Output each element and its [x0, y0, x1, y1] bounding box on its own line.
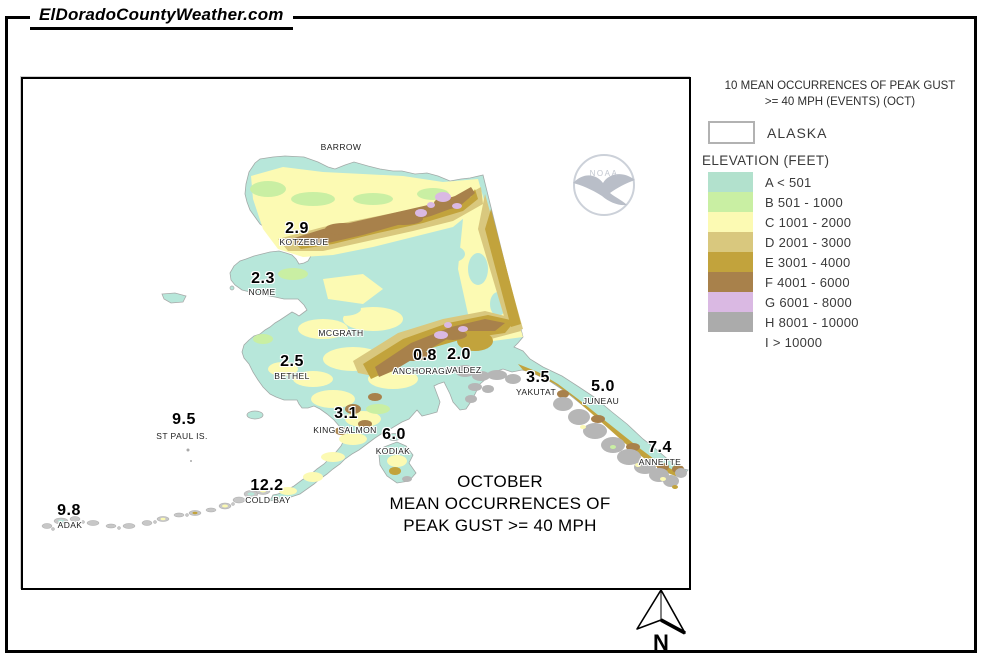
elevation-swatch [708, 332, 753, 352]
legend-row: D 2001 - 3000 [708, 232, 978, 252]
legend-row: F 4001 - 6000 [708, 272, 978, 292]
elevation-h-glaciers [455, 365, 687, 487]
legend-row: H 8001 - 10000 [708, 312, 978, 332]
map-frame: NOAA OCTOBER MEAN OCCURRENCES OF PEAK GU… [21, 77, 691, 590]
north-label: N [653, 630, 669, 655]
map-title-line2: MEAN OCCURRENCES OF [389, 494, 611, 513]
legend-alaska-row: ALASKA [708, 121, 978, 144]
legend-row: E 3001 - 4000 [708, 252, 978, 272]
map-title: OCTOBER MEAN OCCURRENCES OF PEAK GUST >=… [360, 471, 640, 537]
elevation-label: B 501 - 1000 [765, 194, 844, 210]
legend-title: 10 MEAN OCCURRENCES OF PEAK GUST >= 40 M… [702, 78, 978, 110]
site-title: ElDoradoCountyWeather.com [30, 5, 293, 30]
north-arrow: N [636, 589, 686, 655]
elevation-label: E 3001 - 4000 [765, 254, 851, 270]
elevation-swatch [708, 172, 753, 192]
legend-row: B 501 - 1000 [708, 192, 978, 212]
map-title-line3: PEAK GUST >= 40 MPH [403, 516, 597, 535]
alaska-terrain-svg: NOAA [41, 154, 689, 531]
kodiak-island [378, 433, 417, 484]
bering-islands [161, 285, 264, 462]
elevation-swatch [708, 212, 753, 232]
page-border [5, 16, 977, 653]
noaa-logo-text: NOAA [590, 169, 619, 178]
noaa-logo: NOAA [573, 154, 635, 216]
noaa-bird-icon [573, 174, 635, 206]
elevation-label: A < 501 [765, 174, 812, 190]
elevation-swatch [708, 192, 753, 212]
archipelago-specks [580, 425, 678, 489]
elevation-legend-title: ELEVATION (FEET) [702, 153, 830, 168]
aleutian-specks [58, 489, 266, 523]
aleutian-islands [41, 487, 271, 531]
elevation-swatch [708, 252, 753, 272]
elevation-label: C 1001 - 2000 [765, 214, 852, 230]
elevation-swatch [708, 312, 753, 332]
legend-row: C 1001 - 2000 [708, 212, 978, 232]
elevation-swatch [708, 232, 753, 252]
lowland-river-valleys [325, 246, 506, 316]
alaska-label: ALASKA [767, 124, 828, 141]
elevation-legend-rows: A < 501 B 501 - 1000 C 1001 - 2000 D 2001 -… [702, 172, 978, 352]
elevation-label: D 2001 - 3000 [765, 234, 852, 250]
elevation-g-peaks [415, 192, 468, 339]
elevation-swatch [708, 292, 753, 312]
elevation-label: I > 10000 [765, 334, 823, 350]
legend-title-line1: 10 MEAN OCCURRENCES OF PEAK GUST [724, 80, 956, 92]
elevation-label: H 8001 - 10000 [765, 314, 859, 330]
legend-row: A < 501 [708, 172, 978, 192]
map-title-line1: OCTOBER [457, 472, 543, 491]
elevation-label: F 4001 - 6000 [765, 274, 850, 290]
legend-row: I > 10000 [708, 332, 978, 352]
legend-row: G 6001 - 8000 [708, 292, 978, 312]
elevation-label: G 6001 - 8000 [765, 294, 853, 310]
alaska-extent-swatch [708, 121, 755, 144]
legend-title-line2: >= 40 MPH (EVENTS) (OCT) [764, 96, 916, 108]
legend: 10 MEAN OCCURRENCES OF PEAK GUST >= 40 M… [702, 78, 978, 352]
elevation-swatch [708, 272, 753, 292]
elevation-f-cores [291, 187, 684, 473]
